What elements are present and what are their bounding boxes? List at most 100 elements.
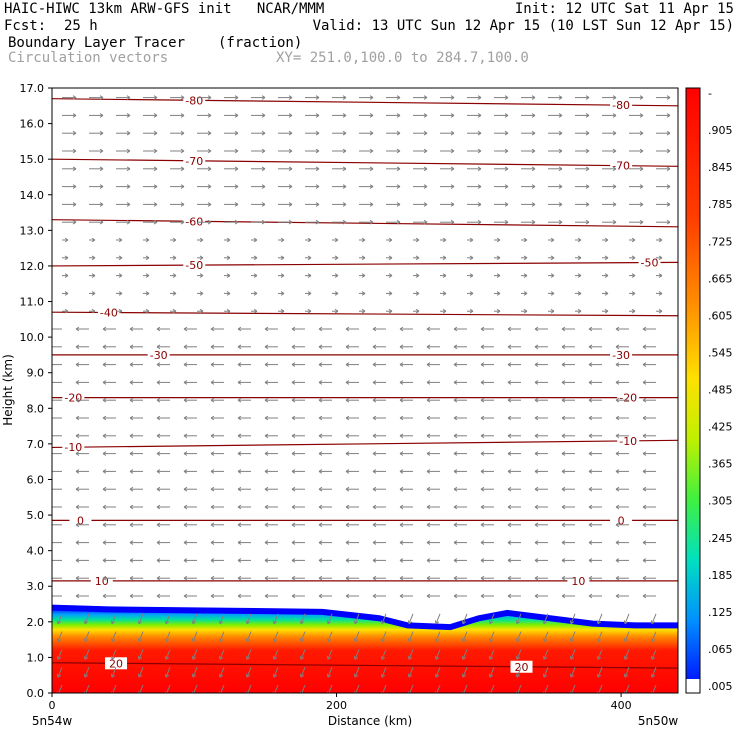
vector-arrow [467,219,482,225]
vector-arrow [461,667,468,678]
vector-arrow [197,95,212,100]
contour-label-bg [97,306,120,319]
vector-arrow [569,649,576,660]
vector-arrow [251,130,266,136]
vector-arrow [494,113,509,118]
vector-arrow [642,397,656,403]
contour-line [52,219,678,228]
vector-arrow [575,219,590,225]
vector-arrow [156,326,170,332]
vector-arrow [642,362,656,367]
vector-arrow [170,130,185,136]
vector-arrow [534,415,548,421]
vector-arrow [602,219,617,225]
vector-arrow [642,380,656,385]
vector-arrow [642,415,656,421]
vector-arrow [569,684,576,693]
vector-arrow [569,667,576,678]
vector-arrow [143,273,150,278]
vector-arrow [623,631,630,643]
vector-arrow [656,202,671,207]
vector-arrow [642,558,656,563]
vector-arrow [183,522,197,528]
vector-arrow [372,593,386,599]
vector-arrow [89,113,104,118]
vector-arrow [440,130,455,136]
vector-arrow [291,326,305,332]
colorbar-label: .425 [708,421,733,434]
vector-arrow [278,113,293,118]
vector-arrow [218,649,225,660]
vector-arrow [650,613,657,625]
vector-arrow [116,255,123,261]
contour-label-bg [183,215,206,228]
vector-arrow [615,593,629,599]
vector-arrow [534,326,548,332]
contour-label-bg [147,348,170,361]
vector-arrow [656,130,671,136]
x-tick-label: 400 [611,699,632,712]
vector-arrow [83,613,90,625]
vector-arrow [467,130,482,136]
vector-arrow [588,593,602,599]
vector-arrow [237,593,251,599]
vector-arrow [251,219,266,225]
vector-arrow [183,362,197,367]
vector-arrow [615,469,629,474]
vector-arrow [521,202,536,207]
vector-arrow [318,540,332,545]
vector-arrow [305,273,312,278]
vector-arrow [642,486,656,492]
vector-arrow [407,667,414,678]
vector-arrow [183,433,197,439]
vector-arrow [183,486,197,492]
vector-arrow [143,291,150,296]
x-tick-label: 200 [326,699,347,712]
contour-label-bg [183,259,206,272]
vector-arrow [183,504,197,510]
vector-arrow [345,362,359,367]
vector-arrow [615,380,629,385]
contour-label-bg [105,657,128,670]
vector-arrow [602,130,617,136]
vector-arrow [359,95,374,100]
vector-arrow [110,613,117,625]
header-init-time: Init: 12 UTC Sat 11 Apr 15 [514,1,734,17]
y-tick-label: 1.0 [27,651,45,664]
vector-arrow [210,326,224,332]
vector-arrow [588,558,602,563]
vector-arrow [224,291,231,296]
vector-arrow [561,593,575,599]
vector-arrow [413,291,420,296]
vector-arrow [494,273,501,278]
y-tick-label: 16.0 [20,118,45,131]
vector-arrow [52,451,62,456]
vector-arrow [575,113,590,118]
plot-frame [51,87,679,694]
vector-arrow [453,558,467,563]
vector-arrow [615,575,629,581]
y-tick-label: 11.0 [20,296,45,309]
vector-arrow [575,237,582,243]
vector-arrow [575,255,582,261]
vector-arrow [413,95,428,100]
vector-arrow [453,380,467,385]
y-tick-label: 14.0 [20,189,45,202]
vector-arrow [75,540,89,545]
vector-arrow [183,344,197,350]
vector-arrow [272,613,279,625]
vector-arrow [332,219,347,225]
vector-arrow [291,344,305,350]
vector-arrow [191,649,198,660]
vector-arrow [440,166,455,172]
vector-arrow [291,558,305,563]
vector-arrow [264,504,278,510]
contour-label: 10 [95,575,109,588]
vector-arrow [561,415,575,421]
header-forecast-hour: 25 h [64,18,98,34]
vector-arrow [137,684,144,693]
vector-arrow [116,166,131,172]
vector-arrow [372,380,386,385]
vector-arrow [629,130,644,136]
vector-arrow [480,397,494,403]
